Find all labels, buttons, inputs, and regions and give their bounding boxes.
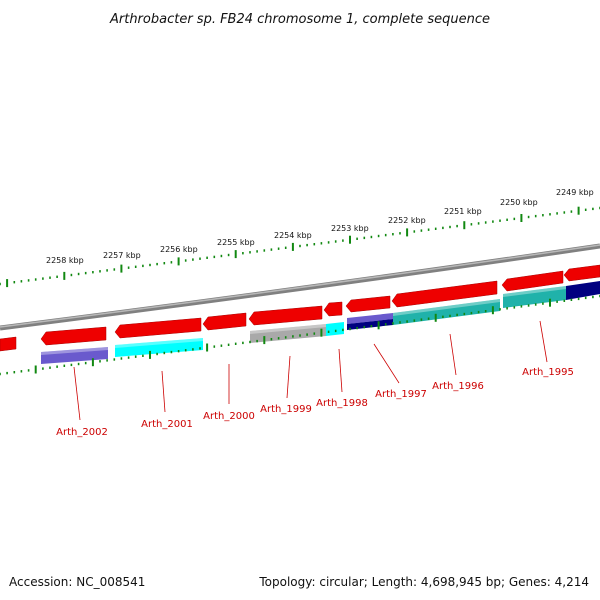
forward-cds-track	[0, 264, 600, 352]
scale-label: 2258 kbp	[46, 256, 84, 265]
category-block-blue-violet	[41, 347, 108, 364]
scale-label: 2249 kbp	[556, 188, 594, 197]
outer-scale-ticks	[0, 206, 600, 288]
gene-label: Arth_1998	[316, 398, 368, 409]
leader-line	[73, 366, 81, 421]
scale-label: 2256 kbp	[160, 245, 198, 254]
backbone	[0, 243, 600, 331]
cds-arrow	[345, 295, 391, 313]
leader-line	[373, 343, 400, 384]
scale-label: 2253 kbp	[331, 224, 369, 233]
category-block-dark-cyan	[393, 299, 500, 325]
leader-line	[539, 320, 548, 363]
gene-label-leaders	[73, 320, 548, 421]
scale-label: 2250 kbp	[500, 198, 538, 207]
scale-label: 2254 kbp	[274, 231, 312, 240]
block-highlight	[393, 299, 500, 316]
cds-arrow	[323, 301, 343, 317]
leader-line	[449, 333, 457, 376]
accession-text: Accession: NC_008541	[9, 575, 145, 589]
block-highlight	[115, 338, 203, 348]
leader-line	[161, 370, 166, 413]
block-highlight	[41, 347, 108, 355]
cog-category-track	[41, 281, 600, 364]
category-highlights	[41, 286, 566, 355]
gene-label: Arth_1997	[375, 389, 427, 400]
gene-label: Arth_1999	[260, 404, 312, 415]
block-highlight	[503, 286, 566, 297]
inner-scale-ticks	[0, 294, 600, 376]
cds-arrow	[248, 305, 323, 326]
category-block-cyan	[326, 322, 344, 336]
category-block-blue-violet	[347, 313, 393, 324]
map-title: Arthrobacter sp. FB24 chromosome 1, comp…	[109, 12, 490, 27]
gene-labels: Arth_2002 Arth_2001 Arth_2000 Arth_1999 …	[56, 367, 574, 438]
backbone-highlight	[0, 244, 600, 328]
category-block-cyan	[115, 338, 203, 357]
cds-arrow	[40, 326, 107, 346]
category-block-dark-cyan	[503, 286, 566, 308]
gene-label: Arth_2000	[203, 411, 255, 422]
category-block-navy	[566, 281, 600, 300]
scale-labels: 2258 kbp 2257 kbp 2256 kbp 2255 kbp 2254…	[46, 188, 594, 265]
block-highlight	[250, 324, 326, 334]
cds-arrow	[114, 317, 202, 339]
scale-label: 2251 kbp	[444, 207, 482, 216]
leader-line	[286, 355, 291, 399]
cds-arrow	[202, 312, 247, 331]
gene-label: Arth_1996	[432, 381, 484, 392]
category-block-grey	[250, 324, 326, 343]
leader-line	[338, 348, 343, 393]
cds-arrow	[391, 280, 498, 308]
cds-arrow	[501, 270, 564, 292]
gene-label: Arth_1995	[522, 367, 574, 378]
cds-arrow	[0, 336, 17, 352]
scale-label: 2255 kbp	[217, 238, 255, 247]
gene-label: Arth_2002	[56, 427, 108, 438]
scale-label: 2252 kbp	[388, 216, 426, 225]
scale-label: 2257 kbp	[103, 251, 141, 260]
cds-arrow	[563, 264, 600, 282]
gene-label: Arth_2001	[141, 419, 193, 430]
topology-text: Topology: circular; Length: 4,698,945 bp…	[258, 575, 589, 589]
category-block-navy	[347, 319, 393, 330]
